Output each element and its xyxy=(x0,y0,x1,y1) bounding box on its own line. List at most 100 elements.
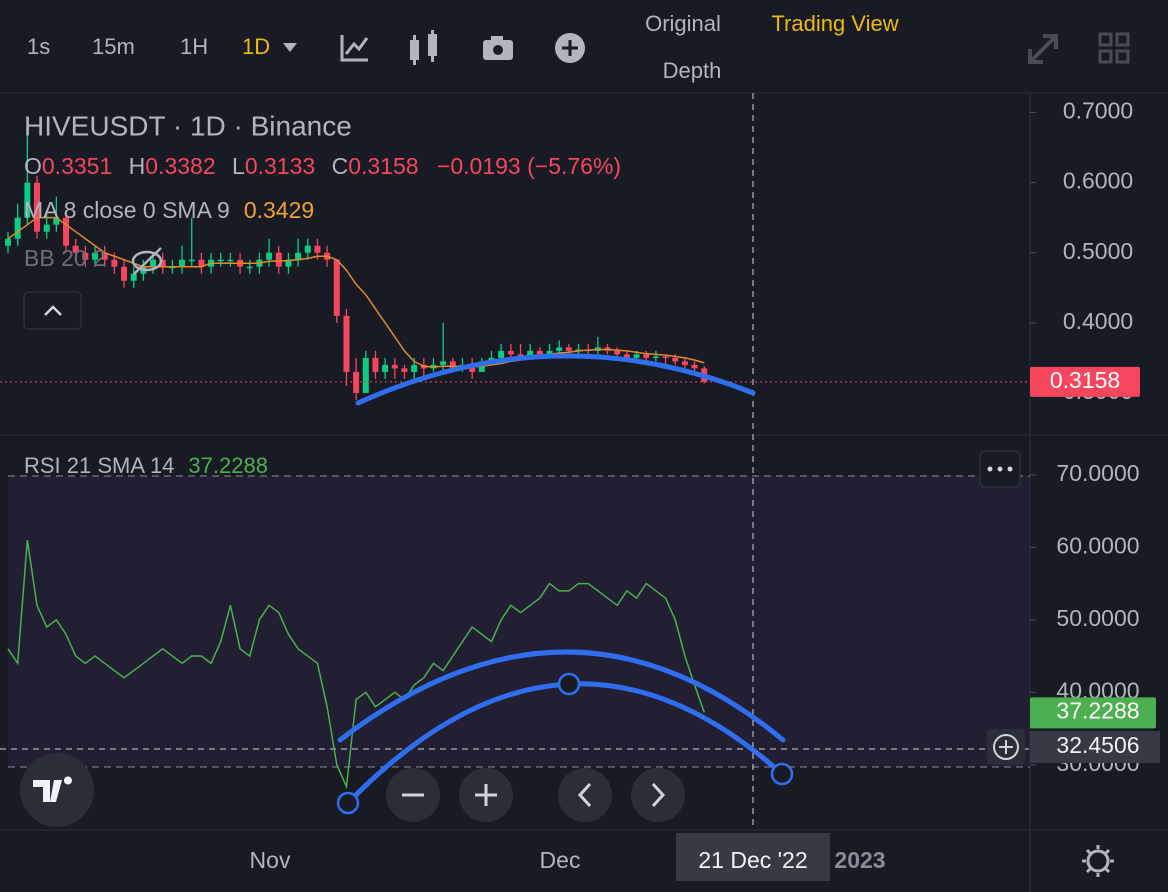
candle-body xyxy=(382,364,389,372)
ohlc-key: H xyxy=(129,153,146,179)
candle-body xyxy=(159,259,166,267)
nav-buttons xyxy=(386,768,685,822)
time-label: Nov xyxy=(250,847,291,873)
ohlc-value: 0.3158 xyxy=(348,153,418,179)
candle-body xyxy=(111,259,118,267)
camera-icon[interactable] xyxy=(483,36,513,60)
interval[interactable]: 1s xyxy=(27,34,50,59)
layout-icon[interactable] xyxy=(1098,32,1130,64)
candle-body xyxy=(150,259,157,267)
candle-icon[interactable] xyxy=(410,30,437,65)
view-tab-active[interactable]: Trading View xyxy=(771,11,898,36)
crosshair-time-box xyxy=(676,833,830,881)
bb-legend: BB 20 2 xyxy=(24,245,106,271)
candle-body xyxy=(556,347,563,351)
view-tab[interactable]: Original xyxy=(645,11,721,36)
candle-body xyxy=(527,350,534,358)
ohlc-value: 0.3133 xyxy=(245,153,315,179)
candle-body xyxy=(662,356,669,358)
ma-legend: MA 8 close 0 SMA 9 0.3429 xyxy=(24,197,314,223)
eye-off-icon[interactable] xyxy=(131,247,163,275)
anchor xyxy=(770,762,794,786)
candle-body xyxy=(275,252,282,267)
candle-body xyxy=(246,266,253,269)
ohlc-key: O xyxy=(24,153,42,179)
candle-body xyxy=(198,259,205,267)
toolbar: 1s 15m 1H 1D Original Trading View Depth xyxy=(27,11,1130,83)
symbol-title: HIVEUSDT · 1D · Binance xyxy=(24,110,352,141)
candle-body xyxy=(314,245,321,253)
candle-body xyxy=(121,266,128,281)
candle-body xyxy=(343,315,350,372)
add-alert-ring xyxy=(993,734,1019,761)
candle-body xyxy=(623,354,630,358)
collapse-button[interactable] xyxy=(23,291,82,330)
candle-body xyxy=(498,350,505,358)
scroll-right[interactable] xyxy=(631,768,685,822)
candle-body xyxy=(372,357,379,372)
y-tick-label: 0.4000 xyxy=(1063,308,1133,334)
last-price-label: 0.3158 xyxy=(1050,367,1120,393)
arc xyxy=(355,353,756,406)
candle-body xyxy=(285,259,292,267)
candle-body xyxy=(353,371,360,393)
rsi-band xyxy=(8,476,1030,767)
settings-icon[interactable] xyxy=(1082,845,1114,877)
change: −0.0193 (−5.76%) xyxy=(437,153,621,179)
crosshair-value-box xyxy=(1030,731,1160,764)
y-tick-label: 0.7000 xyxy=(1063,98,1133,124)
view-tab[interactable]: Depth xyxy=(663,58,722,83)
rsi-tag xyxy=(1030,697,1156,729)
candle-body xyxy=(507,350,514,355)
interval[interactable]: 1H xyxy=(180,34,208,59)
candle-body xyxy=(633,354,640,358)
ma-value: 0.3429 xyxy=(244,197,314,223)
indicator-icon[interactable] xyxy=(340,35,369,62)
ma-line xyxy=(7,216,705,368)
rsi-label: RSI 21 SMA 14 xyxy=(24,453,174,478)
caret[interactable] xyxy=(283,43,297,52)
candle-body xyxy=(266,252,273,260)
ma-label: MA 8 close 0 SMA 9 xyxy=(24,197,230,223)
rsi-tag-label: 37.2288 xyxy=(1056,697,1139,723)
anchor xyxy=(557,672,581,696)
candle-body xyxy=(72,245,79,253)
y-tick-label: 70.0000 xyxy=(1056,460,1139,486)
candle-body xyxy=(565,347,572,351)
candle-body xyxy=(304,245,311,253)
candle-body xyxy=(449,361,456,369)
dots xyxy=(987,466,1013,472)
candle-body xyxy=(82,252,89,260)
scroll-left[interactable] xyxy=(558,768,612,822)
tv-mark xyxy=(33,776,72,802)
price-axis: 0.70000.60000.50000.40000.30000.315870.0… xyxy=(987,98,1160,776)
candle-body xyxy=(652,356,659,358)
candle-body xyxy=(53,217,60,225)
interval[interactable]: 15m xyxy=(92,34,135,59)
y-tick-label: 0.5000 xyxy=(1063,238,1133,264)
interval-active[interactable]: 1D xyxy=(242,34,270,59)
anchors xyxy=(336,672,794,815)
candle-body xyxy=(411,364,418,372)
candle-body xyxy=(5,238,11,246)
candle-body xyxy=(401,368,408,372)
candle-body xyxy=(440,361,447,365)
ohlc: O0.3351 H0.3382 L0.3133 C0.3158 −0.0193 … xyxy=(24,153,621,179)
candle-body xyxy=(24,182,31,218)
chevron-up[interactable] xyxy=(44,305,62,316)
add-icon[interactable] xyxy=(555,33,585,63)
anchor xyxy=(336,791,360,815)
y-tick-label: 0.6000 xyxy=(1063,168,1133,194)
candle-body xyxy=(227,259,234,262)
candle-body xyxy=(469,364,476,372)
expand-icon[interactable] xyxy=(1028,34,1058,64)
candle-body xyxy=(188,259,195,262)
candle-body xyxy=(362,357,369,393)
candle-body xyxy=(63,217,70,246)
marks xyxy=(0,133,1030,790)
candle-body xyxy=(614,350,621,355)
candle-body xyxy=(391,364,398,369)
candle-body xyxy=(43,224,50,232)
